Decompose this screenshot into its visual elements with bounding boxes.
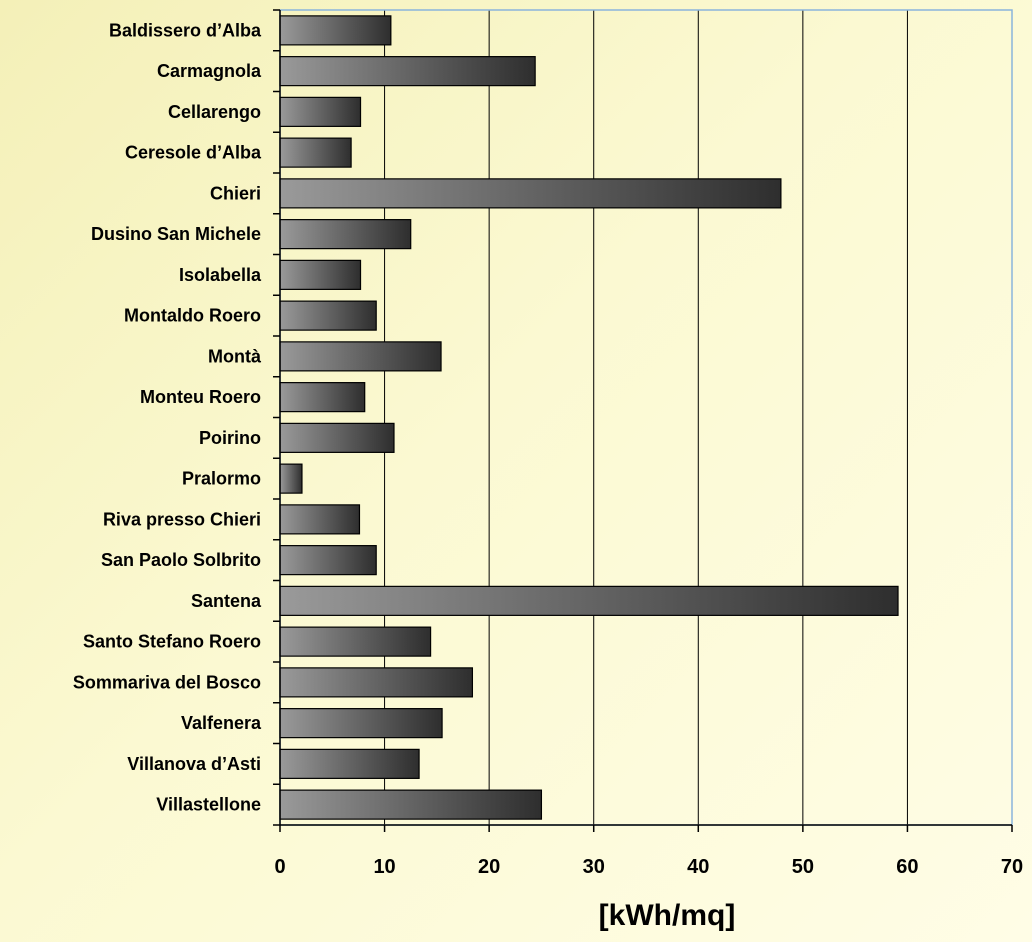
bar xyxy=(279,667,474,698)
bar xyxy=(279,422,395,453)
x-tick-label: 70 xyxy=(1001,856,1023,878)
category-label: Chieri xyxy=(210,183,261,203)
plot-area xyxy=(279,9,1013,826)
category-label: Valfenera xyxy=(181,713,262,733)
bar xyxy=(279,708,443,739)
category-label: Monteu Roero xyxy=(140,387,261,407)
category-label: Sommariva del Bosco xyxy=(73,672,261,692)
category-label: Montaldo Roero xyxy=(124,306,261,326)
bar xyxy=(279,178,782,209)
category-label: Baldissero d’Alba xyxy=(109,20,262,40)
category-label: San Paolo Solbrito xyxy=(101,550,261,570)
bar xyxy=(279,626,432,657)
bar xyxy=(279,504,361,535)
bar xyxy=(279,341,442,372)
category-label: Cellarengo xyxy=(168,102,261,122)
bar xyxy=(279,789,543,820)
category-label: Santo Stefano Roero xyxy=(83,632,261,652)
bars xyxy=(279,15,899,820)
axes xyxy=(273,9,1013,832)
bar xyxy=(279,300,377,331)
x-axis-title: [kWh/mq] xyxy=(599,899,736,932)
category-labels: Baldissero d’Alba Carmagnola Cellarengo Cer… xyxy=(73,20,262,814)
bar xyxy=(279,96,362,127)
bar xyxy=(279,748,420,779)
x-tick-label: 40 xyxy=(687,856,709,878)
category-label: Santena xyxy=(191,591,262,611)
category-label: Carmagnola xyxy=(157,61,262,81)
category-label: Montà xyxy=(208,346,262,366)
gridlines xyxy=(384,10,1013,825)
category-label: Isolabella xyxy=(179,265,262,285)
bar xyxy=(279,259,362,290)
bar xyxy=(279,585,899,616)
x-tick-label: 50 xyxy=(792,856,814,878)
category-label: Dusino San Michele xyxy=(91,224,261,244)
x-tick-labels: 0 10 20 30 40 50 60 70 xyxy=(274,856,1023,878)
x-tick-label: 20 xyxy=(478,856,500,878)
x-tick-label: 30 xyxy=(583,856,605,878)
x-tick-label: 60 xyxy=(896,856,918,878)
category-label: Villastellone xyxy=(156,795,261,815)
category-label: Riva presso Chieri xyxy=(103,509,261,529)
bar xyxy=(279,219,412,250)
x-tick-label: 0 xyxy=(274,856,285,878)
bar xyxy=(279,137,352,168)
category-label: Pralormo xyxy=(182,469,261,489)
bar xyxy=(279,463,303,494)
category-label: Poirino xyxy=(199,428,261,448)
x-tick-label: 10 xyxy=(373,856,395,878)
category-label: Villanova d’Asti xyxy=(127,754,261,774)
bar xyxy=(279,382,366,413)
bar xyxy=(279,56,536,87)
bar xyxy=(279,545,377,576)
bar xyxy=(279,15,392,46)
category-label: Ceresole d’Alba xyxy=(125,143,262,163)
